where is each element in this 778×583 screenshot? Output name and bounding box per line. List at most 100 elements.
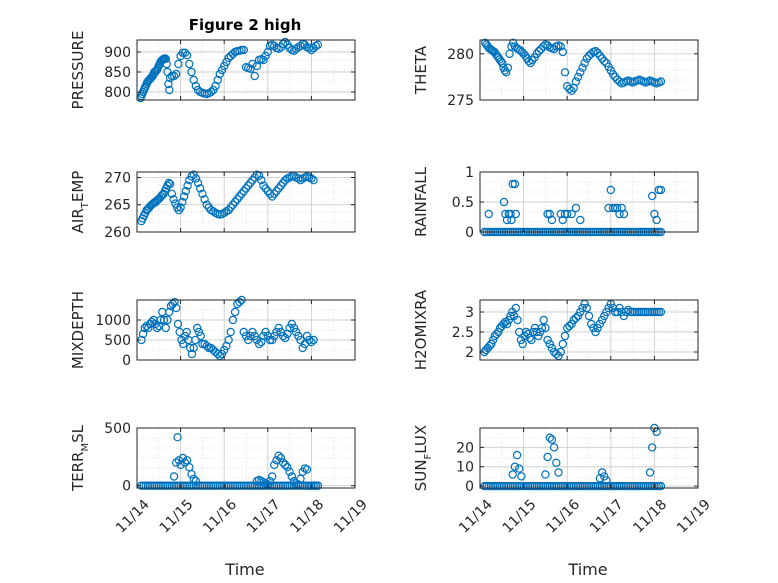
data-point — [206, 87, 216, 97]
data-point — [196, 331, 205, 341]
data-point — [494, 327, 503, 337]
data-point — [595, 319, 605, 329]
data-point — [628, 307, 637, 317]
data-point — [270, 460, 279, 470]
data-point — [233, 481, 242, 490]
data-point — [237, 45, 246, 55]
data-point — [593, 323, 602, 333]
data-point — [239, 186, 248, 196]
x-axis-label-left: Time — [224, 560, 264, 579]
data-point — [179, 192, 189, 201]
subplot-air_temp: 260 265 270 AIRTEMP — [69, 170, 356, 241]
data-point — [241, 331, 251, 341]
data-point — [571, 481, 581, 491]
data-point — [246, 178, 255, 188]
data-point — [291, 44, 301, 54]
data-point — [608, 481, 618, 491]
data-point — [173, 433, 182, 442]
data-point — [573, 72, 583, 82]
data-point — [613, 307, 622, 317]
data-point — [501, 209, 510, 219]
y-tick-label: 20 — [456, 440, 474, 456]
y-axis-label: RAINFALL — [412, 166, 430, 237]
data-point — [515, 464, 524, 473]
data-point — [602, 476, 611, 485]
data-point — [547, 215, 557, 225]
data-point — [291, 327, 301, 337]
data-point — [541, 323, 550, 333]
data-point — [163, 315, 172, 325]
data-point — [560, 331, 570, 341]
data-point — [543, 209, 552, 219]
data-point — [615, 303, 624, 313]
data-point — [499, 319, 508, 329]
data-point — [512, 450, 522, 460]
data-point — [228, 49, 238, 59]
data-point — [191, 476, 201, 486]
data-point — [165, 307, 174, 317]
data-point — [200, 481, 209, 490]
data-point — [652, 215, 661, 225]
data-point — [573, 481, 583, 491]
data-point — [239, 45, 248, 55]
data-point — [578, 303, 587, 313]
data-point — [224, 335, 233, 345]
data-point — [211, 481, 220, 490]
data-point — [536, 481, 546, 491]
data-point — [534, 46, 544, 56]
data-point — [257, 175, 266, 185]
data-point — [571, 313, 581, 323]
data-point — [281, 481, 290, 490]
y-axis-label: PRESSURE — [69, 31, 87, 110]
subplot-h2omixra: 2 2.5 3 H2OMIXRA — [412, 289, 699, 370]
data-point — [204, 343, 214, 353]
data-point — [600, 57, 609, 66]
y-tick-label: 900 — [104, 45, 131, 61]
data-point — [587, 481, 596, 491]
x-axis-label-right: Time — [567, 560, 607, 579]
data-point — [511, 303, 521, 313]
data-point — [626, 307, 635, 317]
y-tick-label: 500 — [104, 421, 131, 437]
data-point — [484, 481, 493, 491]
data-point — [630, 307, 640, 317]
data-point — [565, 84, 574, 94]
data-point — [569, 481, 578, 491]
data-point — [517, 481, 526, 491]
data-point — [159, 315, 169, 325]
data-point — [189, 474, 198, 483]
data-point — [515, 481, 524, 491]
data-point — [285, 43, 294, 53]
data-point — [278, 178, 288, 188]
data-point — [656, 307, 666, 317]
y-axis-label: THETA — [412, 45, 430, 95]
data-point — [176, 481, 185, 490]
data-point — [228, 200, 238, 209]
data-point — [143, 481, 153, 490]
data-point — [305, 481, 314, 490]
y-axis-label: SUNFLUX — [412, 425, 434, 491]
data-point — [552, 481, 561, 491]
data-point — [571, 77, 581, 86]
data-point — [513, 315, 522, 325]
data-point — [587, 319, 596, 329]
y-tick-label: 0 — [122, 479, 131, 495]
data-point — [593, 481, 602, 491]
y-tick-label: 500 — [104, 333, 131, 349]
data-point — [161, 54, 170, 64]
data-point — [219, 481, 229, 490]
data-point — [140, 323, 149, 333]
data-point — [276, 181, 286, 190]
data-point — [145, 481, 155, 490]
data-point — [152, 323, 162, 333]
data-point — [165, 73, 175, 83]
y-axis-label: TERRMSL — [69, 424, 91, 492]
data-point — [171, 303, 181, 313]
data-point — [547, 343, 557, 353]
data-point — [502, 215, 512, 225]
data-point — [560, 209, 570, 219]
data-point — [645, 468, 655, 477]
data-point — [261, 327, 270, 337]
data-point — [213, 349, 222, 359]
data-point — [543, 452, 552, 462]
